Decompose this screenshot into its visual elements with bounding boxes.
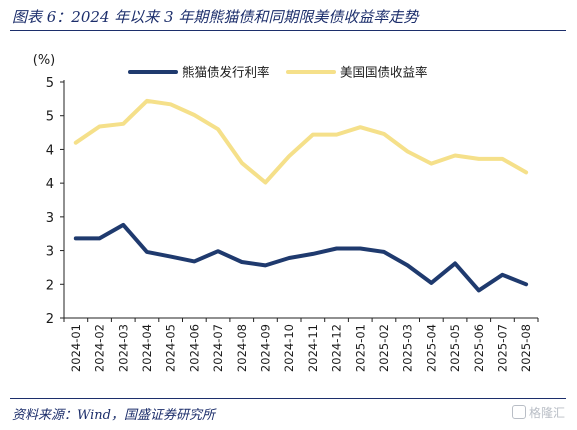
data-point xyxy=(98,125,102,129)
series-line xyxy=(73,222,529,293)
data-point xyxy=(311,133,315,137)
y-axis-unit-label: (%) xyxy=(33,53,56,68)
data-point xyxy=(287,154,291,158)
data-point xyxy=(358,125,362,129)
data-point xyxy=(287,256,291,260)
x-tick-label: 2025-03 xyxy=(401,324,415,372)
y-tick-label: 2 xyxy=(46,278,54,293)
data-point xyxy=(382,250,386,254)
data-point xyxy=(192,259,196,263)
y-tick-label: 3 xyxy=(46,211,54,226)
chart-axes: 2 2 3 3 4 4 5 5 2024-01 2024-02 2024-03 2024-04 2024… xyxy=(46,76,539,372)
x-tick-label: 2024-07 xyxy=(211,324,225,372)
data-point xyxy=(358,247,362,251)
data-point xyxy=(524,282,528,286)
x-tick-label: 2025-05 xyxy=(448,324,462,372)
data-point xyxy=(192,113,196,117)
x-tick-label: 2024-06 xyxy=(187,324,201,372)
data-point xyxy=(453,153,457,157)
data-point xyxy=(429,162,433,166)
y-tick-label: 4 xyxy=(46,143,54,158)
x-tick-label: 2025-01 xyxy=(353,324,367,372)
figure-title: 图表 6：2024 年以来 3 年期熊猫债和同期限美债收益率走势 xyxy=(12,8,419,26)
data-point xyxy=(169,102,173,106)
x-tick-label: 2024-11 xyxy=(306,324,320,372)
data-point xyxy=(121,223,125,227)
legend-label: 美国国债收益率 xyxy=(340,65,428,80)
x-tick-label: 2024-01 xyxy=(69,324,83,372)
data-point xyxy=(382,132,386,136)
data-point xyxy=(500,273,504,277)
series-line xyxy=(73,98,529,185)
data-point xyxy=(145,250,149,254)
x-tick-label: 2025-08 xyxy=(519,324,533,372)
x-tick-label: 2024-12 xyxy=(330,324,344,372)
data-point xyxy=(263,180,267,184)
y-tick-label: 5 xyxy=(46,76,54,91)
x-tick-label: 2024-03 xyxy=(116,324,130,372)
x-tick-label: 2024-05 xyxy=(164,324,178,372)
chart-legend: 熊猫债发行利率 美国国债收益率 xyxy=(128,65,428,80)
y-tick-label: 3 xyxy=(46,245,54,260)
x-tick-label: 2025-02 xyxy=(377,324,391,372)
x-tick-label: 2024-10 xyxy=(282,324,296,372)
series-lines xyxy=(73,98,529,293)
data-point xyxy=(121,122,125,126)
x-tick-label: 2024-04 xyxy=(140,324,154,372)
data-point xyxy=(311,252,315,256)
data-point xyxy=(240,161,244,165)
watermark-logo-icon xyxy=(511,405,526,419)
y-tick-label: 5 xyxy=(46,110,54,125)
data-point xyxy=(429,281,433,285)
data-point xyxy=(98,236,102,240)
data-point xyxy=(216,249,220,253)
data-point xyxy=(477,157,481,161)
data-point xyxy=(74,236,78,240)
data-point xyxy=(169,255,173,259)
x-tick-label: 2025-04 xyxy=(424,324,438,372)
watermark-text: 格隆汇 xyxy=(528,406,565,420)
data-point xyxy=(240,260,244,264)
x-tick-label: 2025-06 xyxy=(472,324,486,372)
data-point xyxy=(406,263,410,267)
data-point xyxy=(145,99,149,103)
x-tick-label: 2024-08 xyxy=(235,324,249,372)
watermark: 格隆汇 xyxy=(511,404,565,421)
data-point xyxy=(216,127,220,131)
data-point xyxy=(335,133,339,137)
data-point xyxy=(335,247,339,251)
data-point xyxy=(477,288,481,292)
x-tick-label: 2024-02 xyxy=(93,324,107,372)
y-tick-label: 4 xyxy=(46,177,54,192)
data-point xyxy=(500,157,504,161)
source-divider xyxy=(10,398,566,399)
data-point xyxy=(524,170,528,174)
title-divider xyxy=(10,30,566,31)
data-point xyxy=(453,261,457,265)
data-point xyxy=(406,149,410,153)
data-point xyxy=(263,263,267,267)
x-tick-label: 2024-09 xyxy=(258,324,272,372)
legend-label: 熊猫债发行利率 xyxy=(182,65,270,80)
x-tick-label: 2025-07 xyxy=(495,324,509,372)
source-note: 资料来源：Wind，国盛证券研究所 xyxy=(12,408,215,423)
y-tick-label: 2 xyxy=(46,312,54,327)
data-point xyxy=(74,141,78,145)
